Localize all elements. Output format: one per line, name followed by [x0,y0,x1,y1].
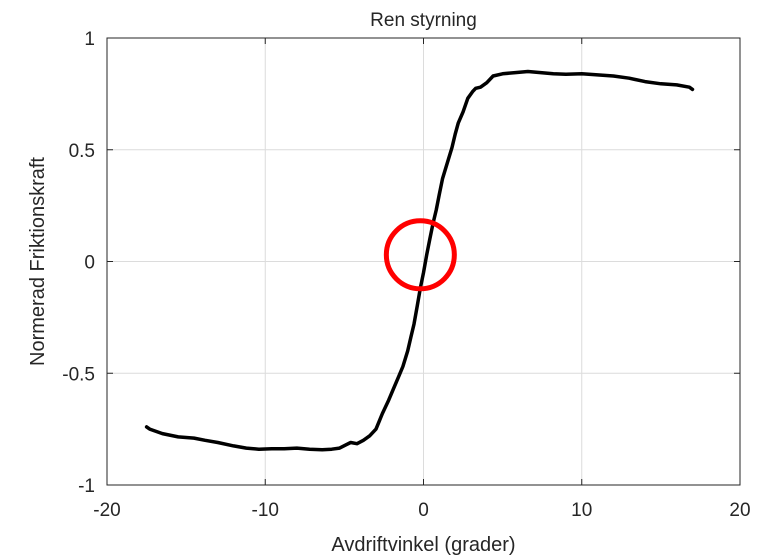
x-axis-label: Avdriftvinkel (grader) [331,534,515,556]
x-tick-label: 10 [571,500,592,521]
data-line [144,69,695,452]
x-tick-label: 0 [418,500,429,521]
y-tick-label: -0.5 [62,364,95,385]
y-axis-label: Normerad Friktionskraft [27,157,49,366]
grid [107,38,740,485]
x-tick-label: -20 [93,500,120,521]
y-tick-label: 0.5 [69,141,95,162]
y-tick-label: 0 [84,253,95,274]
chart-title: Ren styrning [370,10,477,31]
x-tick-label: -10 [252,500,279,521]
highlight-circle [383,218,457,292]
y-tick-label: -1 [78,476,95,497]
y-tick-label: 1 [84,29,95,50]
x-tick-label: 20 [729,500,750,521]
ticks: -20 -10 0 10 20 -1 -0.5 0 0.5 1 [62,29,750,521]
